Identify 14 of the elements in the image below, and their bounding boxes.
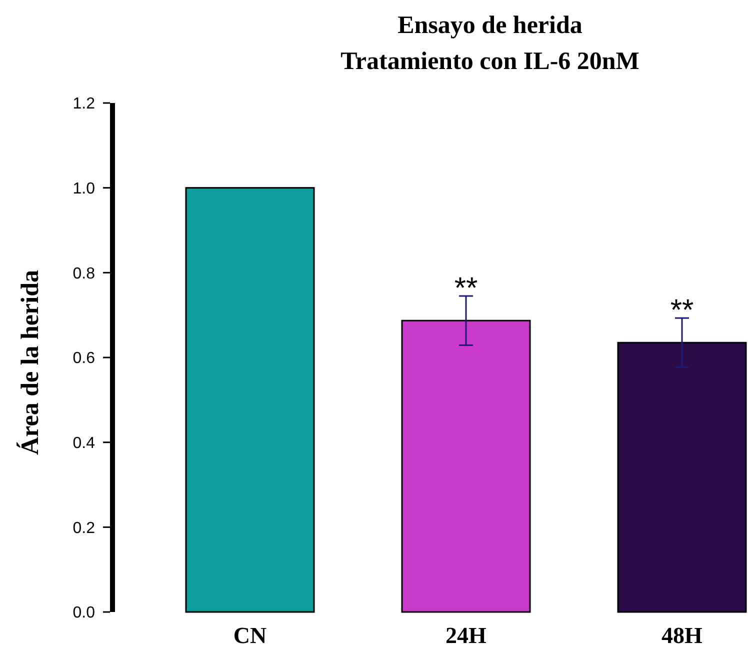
annotation: ** bbox=[670, 294, 694, 328]
y-tick-label: 0.2 bbox=[72, 520, 96, 537]
x-tick-label: CN bbox=[233, 623, 267, 648]
x-tick-label: 24H bbox=[446, 623, 487, 648]
y-tick-label: 1.2 bbox=[72, 96, 96, 113]
annotation: ** bbox=[454, 272, 478, 305]
y-tick-label: 1.0 bbox=[72, 180, 96, 198]
y-tick-label: 0.6 bbox=[72, 350, 96, 368]
x-tick-label: 48H bbox=[662, 623, 703, 648]
chart-title: Ensayo de herida Tratamiento con IL-6 20nM bbox=[340, 12, 640, 75]
y-tick-label: 0.4 bbox=[72, 434, 96, 452]
y-tick-label: 0.0 bbox=[72, 604, 96, 622]
y-axis-title: Área de la herida bbox=[16, 270, 44, 455]
y-tick-label: 0.8 bbox=[72, 265, 96, 282]
